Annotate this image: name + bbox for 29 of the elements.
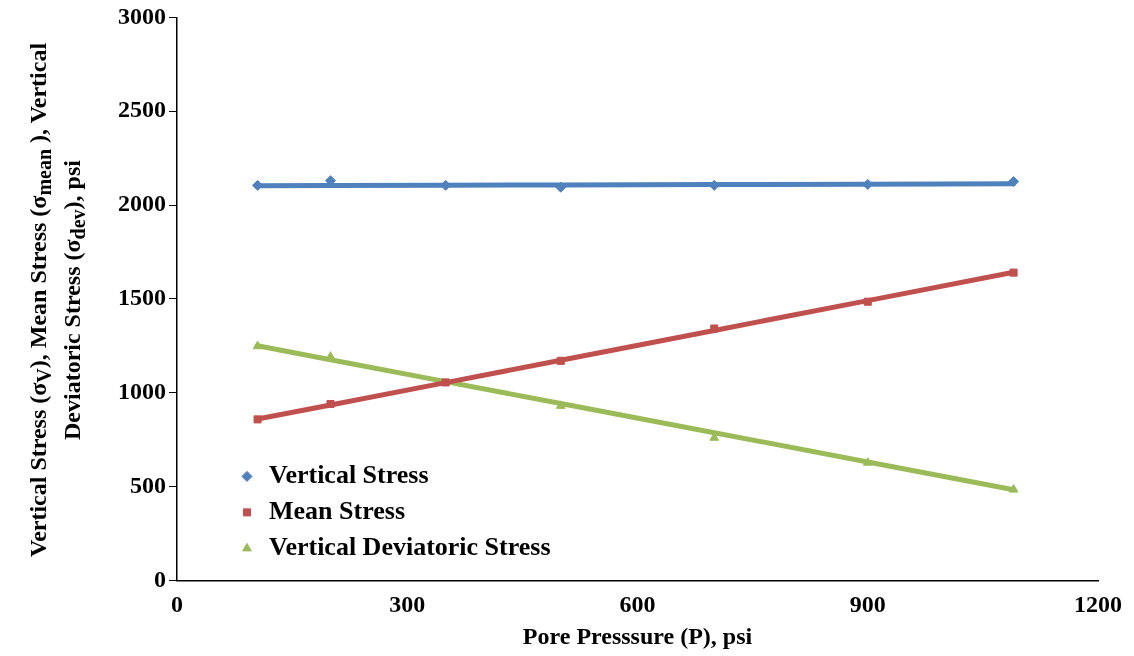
y-tick-label: 500 — [130, 471, 166, 498]
point — [556, 356, 565, 365]
point — [710, 324, 719, 333]
y-tick-label: 2000 — [118, 190, 166, 217]
y-tick-label: 2500 — [118, 96, 166, 123]
point — [253, 415, 262, 424]
x-tick-label: 600 — [619, 591, 656, 617]
point — [863, 297, 872, 306]
point — [555, 181, 567, 193]
y-tick-label: 0 — [154, 565, 166, 592]
point — [1009, 268, 1018, 277]
legend-label: Mean Stress — [269, 496, 406, 526]
point — [1008, 484, 1019, 493]
x-tick-label: 0 — [171, 591, 183, 617]
x-axis-title: Pore Presssure (P), psi — [522, 622, 753, 649]
legend-label: Vertical Stress — [269, 460, 429, 490]
point — [555, 400, 566, 409]
x-tick-label: 1200 — [1074, 591, 1122, 617]
legend-label: Vertical Deviatoric Stress — [269, 532, 551, 562]
point — [862, 457, 873, 466]
y-tick-label: 1000 — [118, 377, 166, 404]
point — [252, 340, 263, 350]
y-tick-label: 3000 — [118, 2, 166, 29]
point — [326, 399, 335, 409]
point — [1008, 176, 1020, 188]
y-tick-label: 1500 — [118, 284, 166, 311]
point — [441, 378, 450, 387]
x-tick-label: 300 — [389, 591, 426, 617]
x-tick-label: 900 — [849, 591, 886, 617]
